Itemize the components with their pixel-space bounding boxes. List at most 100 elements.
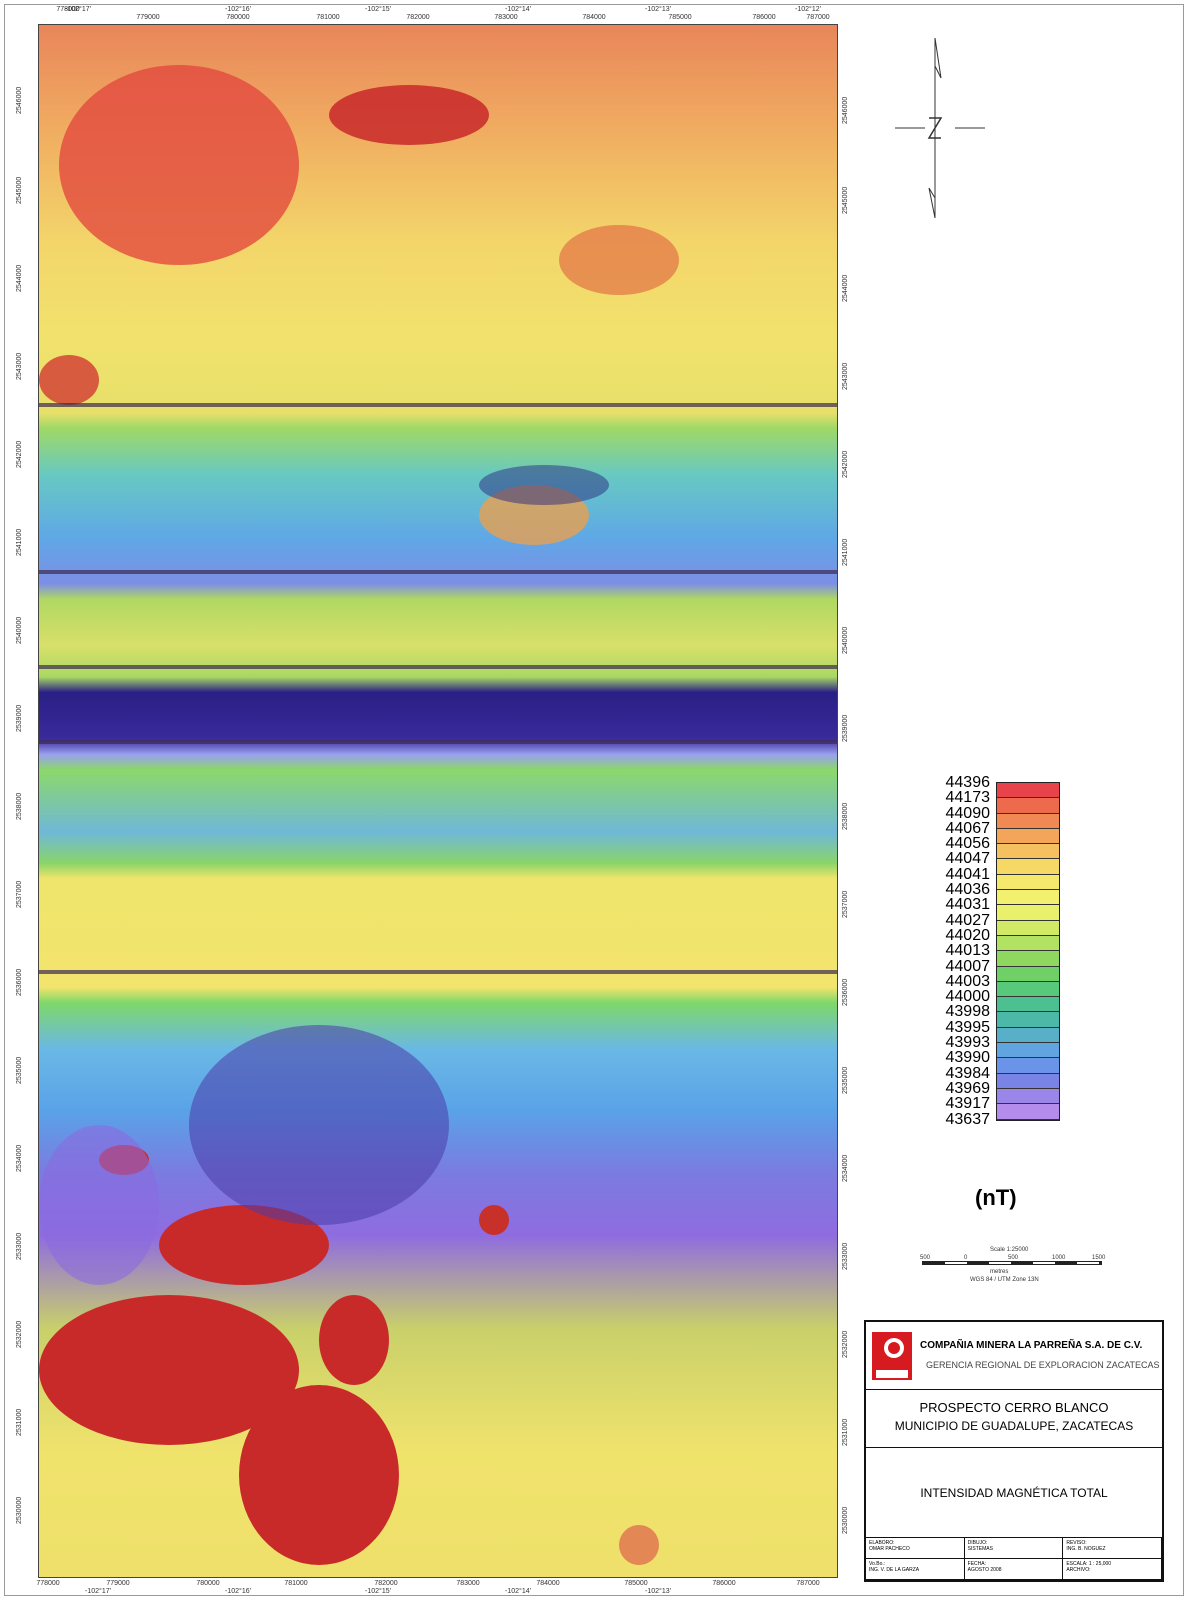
bottom-geo-label: -102°15' bbox=[365, 1588, 391, 1595]
legend-value: 44020 bbox=[945, 926, 991, 944]
top-utm-label: 781000 bbox=[316, 14, 340, 21]
left-utm-label: 2534000 bbox=[16, 1144, 23, 1172]
bottom-utm-label: 786000 bbox=[712, 1580, 736, 1587]
archivo-label: ARCHIVO: bbox=[1066, 1567, 1091, 1573]
legend-color-swatch bbox=[997, 920, 1059, 936]
bottom-geo-label: -102°16' bbox=[225, 1588, 251, 1595]
legend-color-bar bbox=[996, 782, 1060, 1121]
left-utm-label: 2533000 bbox=[16, 1232, 23, 1260]
right-utm-label: 2541000 bbox=[842, 538, 849, 566]
scale-tick: 0 bbox=[964, 1255, 968, 1261]
legend-value: 44047 bbox=[945, 850, 991, 868]
legend-value: 44067 bbox=[945, 819, 991, 837]
left-utm-label: 2546000 bbox=[16, 86, 23, 114]
top-utm-label: 784000 bbox=[582, 14, 606, 21]
legend-color-swatch bbox=[997, 951, 1059, 967]
department-name: GERENCIA REGIONAL DE EXPLORACION ZACATEC… bbox=[926, 1360, 1160, 1370]
right-coordinate-labels: 2546000 2545000 2544000 2543000 2542000 … bbox=[838, 24, 860, 1576]
magnetic-high-anomaly bbox=[559, 225, 679, 295]
legend-value: 43998 bbox=[945, 1003, 991, 1021]
legend-unit: (nT) bbox=[975, 1185, 1017, 1210]
legend-value: 43917 bbox=[945, 1095, 991, 1113]
magnetic-low-anomaly bbox=[189, 1025, 449, 1225]
right-utm-label: 2539000 bbox=[842, 714, 849, 742]
reviso-label: REVISO: bbox=[1066, 1540, 1087, 1546]
logo-text: PEÑOLES bbox=[880, 1372, 904, 1378]
legend-value: 44396 bbox=[945, 774, 991, 791]
legend-color-swatch bbox=[997, 859, 1059, 875]
top-coordinate-labels: 778000 779000 780000 781000 782000 78300… bbox=[38, 6, 836, 24]
legend-value: 44003 bbox=[945, 972, 991, 990]
fecha-cell: FECHA: AGOSTO 2008 bbox=[964, 1559, 1064, 1580]
fecha-label: FECHA: bbox=[967, 1561, 986, 1567]
magnetic-high-anomaly bbox=[59, 65, 299, 265]
flight-line-artifact bbox=[39, 740, 837, 744]
legend-color-swatch bbox=[997, 844, 1059, 860]
magnetic-high-anomaly bbox=[479, 1205, 509, 1235]
top-utm-label: 782000 bbox=[406, 14, 430, 21]
scale-tick: 500 bbox=[1008, 1255, 1019, 1261]
legend-value: 44090 bbox=[945, 804, 991, 822]
top-utm-label: 787000 bbox=[806, 14, 830, 21]
right-utm-label: 2530000 bbox=[842, 1506, 849, 1534]
legend-value: 44173 bbox=[945, 789, 991, 807]
legend-value: 44000 bbox=[945, 988, 991, 1006]
right-utm-label: 2540000 bbox=[842, 626, 849, 654]
vobo-cell: Vo.Bo.: ING. V. DE LA GARZA bbox=[866, 1559, 965, 1580]
legend-labels: 44396 44173 44090 44067 44056 44047 4404… bbox=[920, 774, 991, 1127]
bottom-utm-label: 780000 bbox=[196, 1580, 220, 1587]
legend-color-swatch bbox=[997, 997, 1059, 1013]
signature-grid: ELABORO: OMAR PACHECO DIBUJO: SISTEMAS REV… bbox=[866, 1538, 1162, 1580]
right-utm-label: 2534000 bbox=[842, 1154, 849, 1182]
dibujo-value: SISTEMAS bbox=[967, 1546, 993, 1552]
bottom-geo-label: -102°14' bbox=[505, 1588, 531, 1595]
legend-color-swatch bbox=[997, 905, 1059, 921]
legend-value: 44013 bbox=[945, 942, 991, 960]
legend-color-swatch bbox=[997, 1073, 1059, 1089]
dibujo-label: DIBUJO: bbox=[967, 1540, 988, 1546]
right-utm-label: 2536000 bbox=[842, 978, 849, 1006]
legend-color-swatch bbox=[997, 1027, 1059, 1044]
flight-line-artifact bbox=[39, 570, 837, 574]
left-utm-label: 2536000 bbox=[16, 968, 23, 996]
legend-color-swatch bbox=[997, 981, 1059, 998]
north-arrow-icon bbox=[895, 38, 985, 219]
legend-color-swatch bbox=[997, 798, 1059, 814]
top-geo-label: -102°13' bbox=[645, 6, 671, 13]
bottom-utm-label: 782000 bbox=[374, 1580, 398, 1587]
top-geo-label: -102°12' bbox=[795, 6, 821, 13]
legend-color-swatch bbox=[997, 1088, 1059, 1105]
left-utm-label: 2540000 bbox=[16, 616, 23, 644]
legend-value: 43995 bbox=[945, 1018, 991, 1036]
left-utm-label: 2537000 bbox=[16, 880, 23, 908]
top-geo-label: -102°16' bbox=[225, 6, 251, 13]
right-utm-label: 2532000 bbox=[842, 1330, 849, 1358]
bottom-utm-label: 783000 bbox=[456, 1580, 480, 1587]
right-utm-label: 2531000 bbox=[842, 1418, 849, 1446]
magnetic-high-anomaly bbox=[39, 355, 99, 405]
top-utm-label: 779000 bbox=[136, 14, 160, 21]
magnetic-low-anomaly bbox=[39, 1125, 159, 1285]
top-utm-label: 778000 bbox=[56, 6, 80, 13]
magnetic-high-anomaly bbox=[619, 1525, 659, 1565]
top-utm-label: 780000 bbox=[226, 14, 250, 21]
scale-datum: WGS 84 / UTM Zone 13N bbox=[970, 1277, 1039, 1283]
elaboro-cell: ELABORO: OMAR PACHECO bbox=[866, 1538, 965, 1559]
legend-value: 44031 bbox=[945, 896, 991, 914]
magnetic-intensity-map bbox=[38, 24, 838, 1578]
dibujo-cell: DIBUJO: SISTEMAS bbox=[964, 1538, 1064, 1559]
bottom-utm-label: 779000 bbox=[106, 1580, 130, 1587]
left-utm-label: 2538000 bbox=[16, 792, 23, 820]
right-utm-label: 2542000 bbox=[842, 450, 849, 478]
magnetic-high-anomaly bbox=[329, 85, 489, 145]
left-utm-label: 2530000 bbox=[16, 1496, 23, 1524]
scale-bar: Scale 1:25000 500 0 500 1000 1500 metres… bbox=[920, 1235, 1110, 1295]
legend-color-swatch bbox=[997, 828, 1059, 845]
right-utm-label: 2545000 bbox=[842, 186, 849, 214]
escala-cell: ESCALA: 1 : 25,000 ARCHIVO: bbox=[1063, 1559, 1162, 1580]
elaboro-label: ELABORO: bbox=[869, 1540, 895, 1546]
legend-value: 44056 bbox=[945, 835, 991, 853]
bottom-utm-label: 778000 bbox=[36, 1580, 60, 1587]
top-geo-label: -102°17' bbox=[65, 6, 91, 13]
top-utm-label: 783000 bbox=[494, 14, 518, 21]
